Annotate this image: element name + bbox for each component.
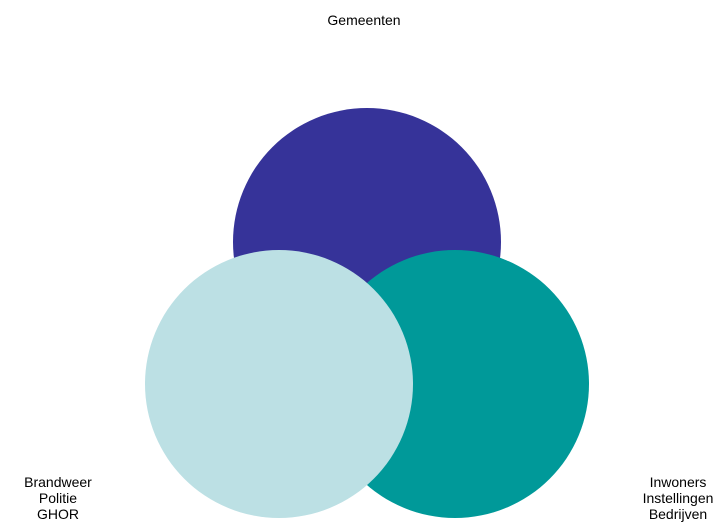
label-brandweer-politie-ghor: Brandweer Politie GHOR (4, 474, 112, 522)
label-line: GHOR (37, 506, 79, 522)
label-line: Instellingen (642, 490, 714, 506)
label-line: Bedrijven (648, 506, 708, 522)
label-line: Gemeenten (327, 12, 401, 28)
label-line: Politie (38, 490, 78, 506)
label-line: Brandweer (24, 474, 92, 490)
label-line: Inwoners (649, 474, 707, 490)
label-inwoners-instellingen-bedrijven: Inwoners Instellingen Bedrijven (628, 474, 728, 522)
circle-brandweer (145, 250, 413, 518)
label-gemeenten: Gemeenten (264, 12, 464, 28)
